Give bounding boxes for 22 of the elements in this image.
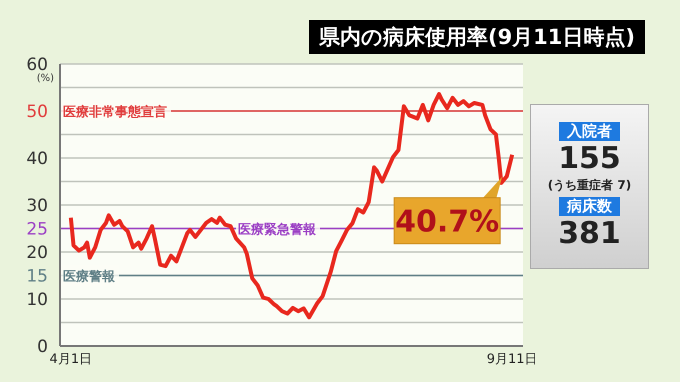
y-tick-label: 60 — [26, 55, 48, 75]
y-tick-label: 10 — [26, 290, 48, 310]
y-tick-label: 30 — [26, 196, 48, 216]
y-tick-label: 0 — [37, 337, 48, 357]
y-axis-title: (%) — [36, 73, 54, 84]
chart-title: 県内の病床使用率(9月11日時点) — [308, 20, 645, 54]
x-tick-label: 4月1日 — [50, 352, 92, 368]
y-tick-label: 40 — [26, 149, 48, 169]
ref-line-label: 医療非常事態宣言 — [63, 104, 167, 120]
text: 入院者 — [559, 122, 620, 140]
x-tick-label: 9月11日 — [486, 352, 538, 368]
text: 381 — [558, 216, 621, 252]
y-tick-label: 20 — [26, 243, 48, 263]
ref-line-label: 医療警報 — [63, 268, 116, 284]
y-tick-label: 25 — [26, 220, 48, 240]
y-tick-label: 15 — [26, 266, 48, 286]
text: 病床数 — [559, 196, 620, 216]
ref-line-label: 医療緊急警報 — [238, 222, 317, 238]
text: 155 — [558, 140, 621, 176]
y-tick-label: 50 — [26, 102, 48, 122]
annotation: 40.7% — [395, 204, 500, 240]
text: (うち重症者 7) — [548, 176, 632, 194]
